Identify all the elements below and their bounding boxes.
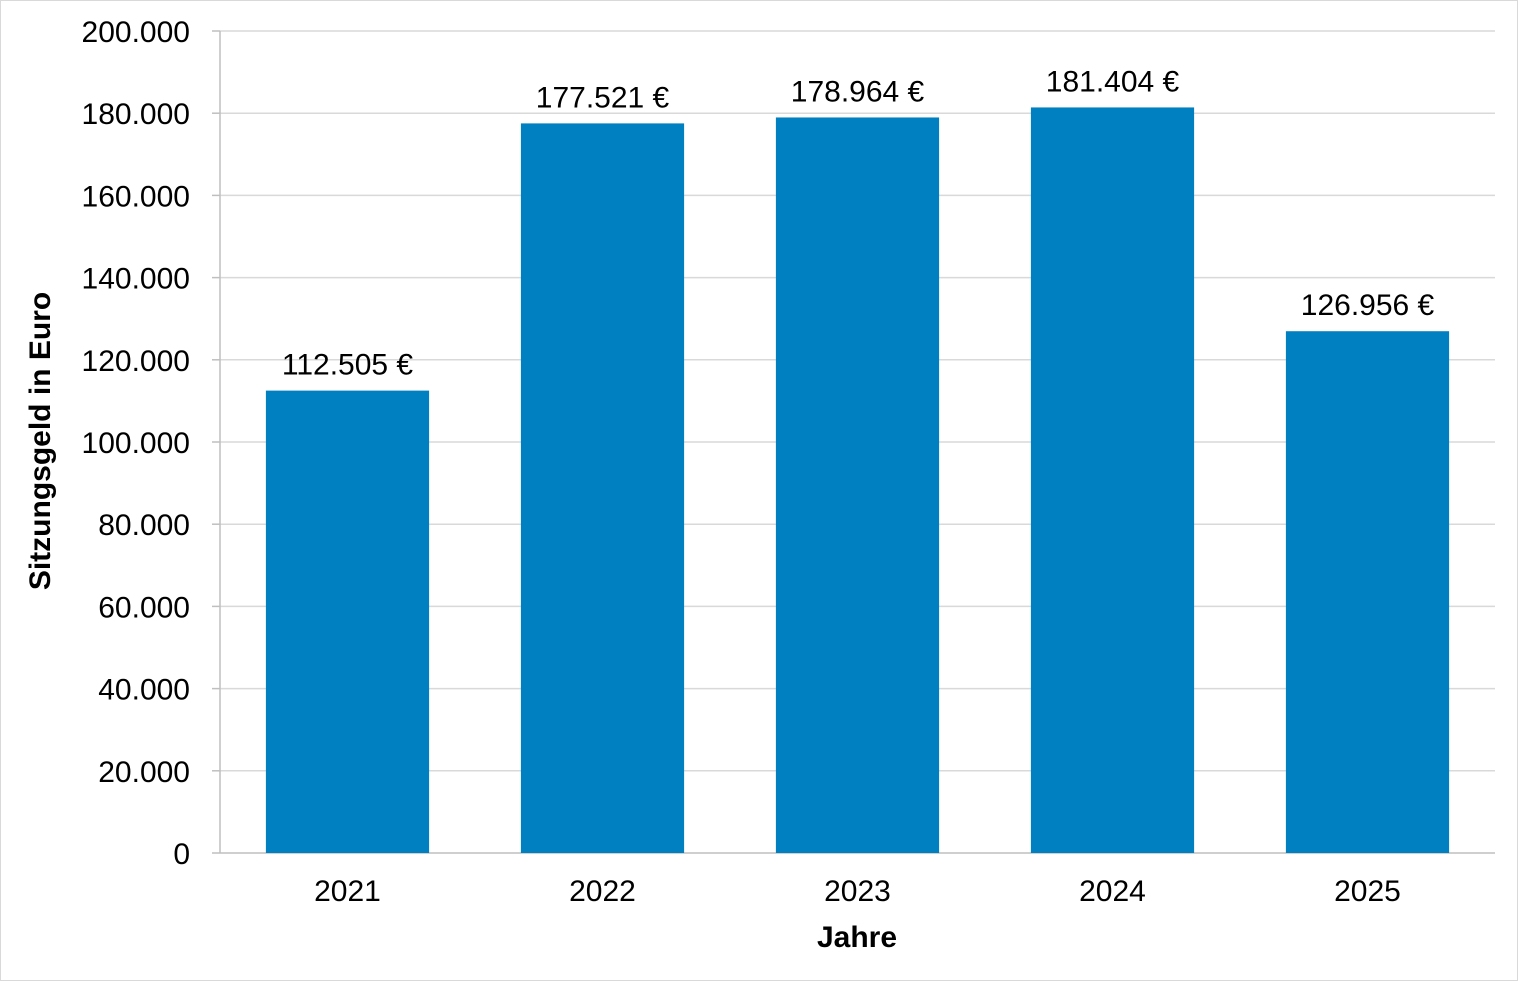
x-tick-label-2025: 2025: [1334, 875, 1401, 908]
data-label-2021: 112.505 €: [282, 349, 414, 382]
data-label-2025: 126.956 €: [1301, 289, 1435, 322]
y-tick-label: 60.000: [98, 591, 190, 624]
bar-2023: [775, 117, 940, 854]
bar-2024: [1030, 107, 1195, 853]
y-tick-label: 80.000: [98, 509, 190, 542]
data-label-2023: 178.964 €: [791, 75, 925, 108]
x-tick-label-2022: 2022: [569, 875, 636, 908]
y-tick-label: 20.000: [98, 756, 190, 789]
bars: [265, 107, 1450, 854]
y-tick-label: 180.000: [82, 98, 190, 131]
y-axis-ticks: 0 20.000 40.000 60.000 80.000 100.000 120.000 1…: [82, 16, 1495, 871]
y-tick-label: 120.000: [82, 345, 190, 378]
x-axis-title: Jahre: [817, 921, 897, 954]
y-tick-label: 100.000: [82, 427, 190, 460]
y-tick-label: 140.000: [82, 263, 190, 296]
x-tick-label-2024: 2024: [1079, 875, 1146, 908]
y-tick-label: 200.000: [82, 16, 190, 49]
y-tick-label: 0: [173, 838, 190, 871]
x-tick-label-2023: 2023: [824, 875, 891, 908]
y-axis-title: Sitzungsgeld in Euro: [24, 292, 57, 590]
bar-2022: [520, 123, 685, 854]
data-label-2022: 177.521 €: [536, 81, 670, 114]
bar-2021: [265, 390, 430, 853]
x-tick-label-2021: 2021: [314, 875, 381, 908]
data-labels: 112.505 € 177.521 € 178.964 € 181.404 € 126.…: [282, 65, 1435, 381]
y-tick-label: 160.000: [82, 180, 190, 213]
data-label-2024: 181.404 €: [1046, 65, 1180, 98]
x-axis-ticks: 2021 2022 2023 2024 2025: [314, 875, 1401, 908]
bar-2025: [1285, 331, 1450, 854]
y-tick-label: 40.000: [98, 674, 190, 707]
